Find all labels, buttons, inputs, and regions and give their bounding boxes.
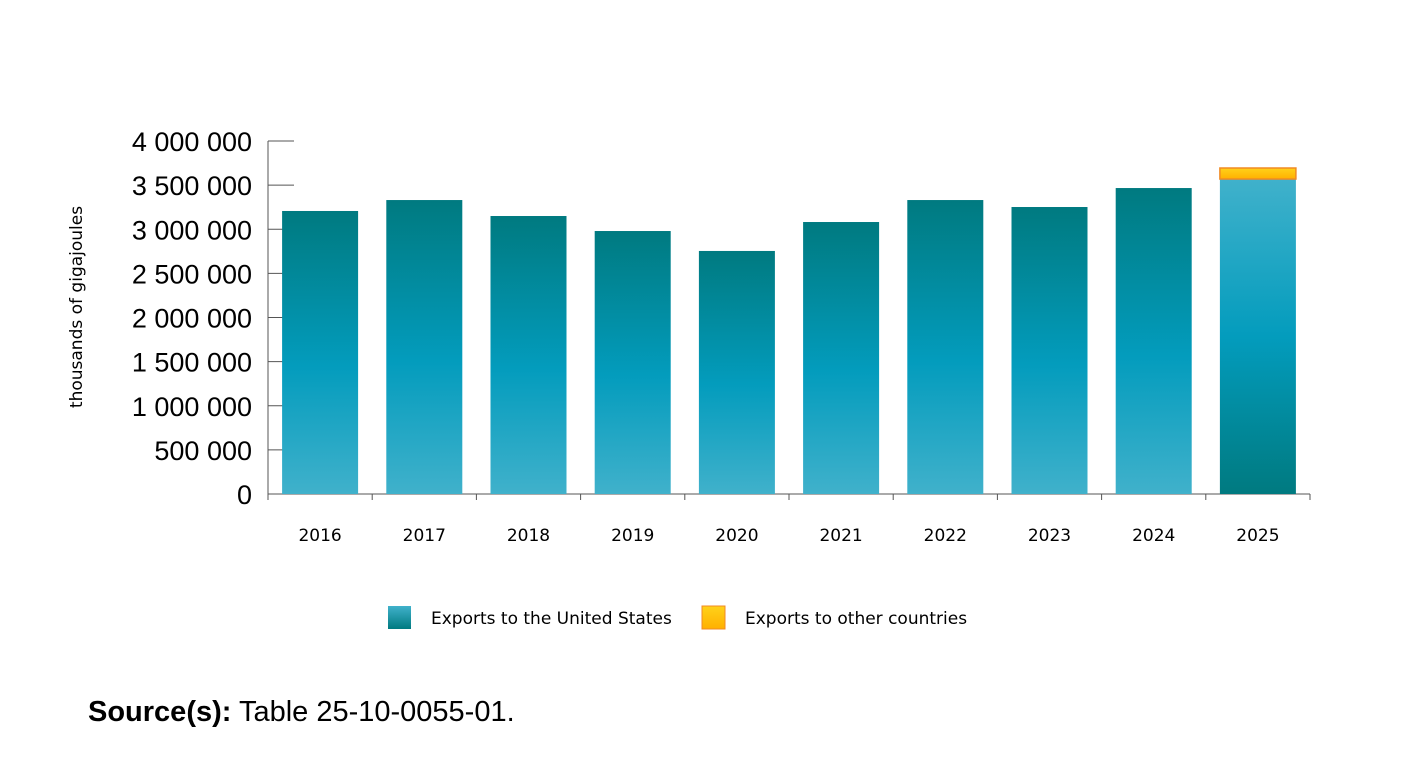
source-text: Table 25-10-0055-01.: [231, 696, 515, 728]
y-tick-label: 0: [237, 480, 252, 510]
y-tick-label: 500 000: [154, 436, 252, 466]
bar-exports-us: [1011, 207, 1088, 495]
bar-exports-us: [698, 250, 775, 494]
x-tick-label: 2019: [611, 526, 654, 546]
x-tick-label: 2023: [1028, 526, 1071, 546]
y-tick-label: 3 000 000: [132, 215, 252, 245]
y-tick-label: 2 000 000: [132, 304, 252, 334]
y-tick-label: 1 500 000: [132, 348, 252, 378]
x-tick-label: 2021: [819, 526, 862, 546]
bar-exports-us: [594, 231, 671, 494]
bar-exports-us: [803, 222, 880, 495]
y-tick-label: 4 000 000: [132, 127, 252, 157]
source-label: Source(s):: [88, 696, 232, 728]
bar-exports-us: [907, 200, 984, 494]
x-tick-label: 2018: [507, 526, 550, 546]
legend-label: Exports to other countries: [745, 609, 967, 629]
bar-exports-other: [1219, 167, 1297, 180]
x-tick-label: 2020: [715, 526, 758, 546]
y-axis-label: thousands of gigajoules: [67, 206, 87, 408]
bars: 2016 2017 2018 2019 2020 2021 2022 2023 2024 2025: [282, 167, 1297, 546]
source-note: Source(s): Table 25-10-0055-01.: [88, 696, 515, 729]
axes: 0 500 000 1 000 000 1 500 000 2 000 000 2 500…: [132, 127, 1311, 510]
x-tick-label: 2016: [298, 526, 341, 546]
y-tick-label: 1 000 000: [132, 392, 252, 422]
x-tick-label: 2024: [1132, 526, 1175, 546]
bar-exports-us: [282, 210, 359, 495]
bar-exports-us: [1219, 179, 1296, 494]
legend-swatch-other: [701, 605, 726, 630]
bar-exports-us: [490, 216, 567, 494]
x-tick-label: 2022: [924, 526, 967, 546]
x-tick-label: 2025: [1236, 526, 1279, 546]
bar-exports-us: [1115, 188, 1192, 495]
y-tick-label: 2 500 000: [132, 259, 252, 289]
bar-exports-us: [386, 200, 463, 494]
x-tick-label: 2017: [403, 526, 446, 546]
legend-label: Exports to the United States: [431, 609, 672, 629]
legend: Exports to the United States Exports to o…: [388, 605, 967, 630]
legend-swatch-us: [388, 606, 411, 629]
y-tick-label: 3 500 000: [132, 171, 252, 201]
